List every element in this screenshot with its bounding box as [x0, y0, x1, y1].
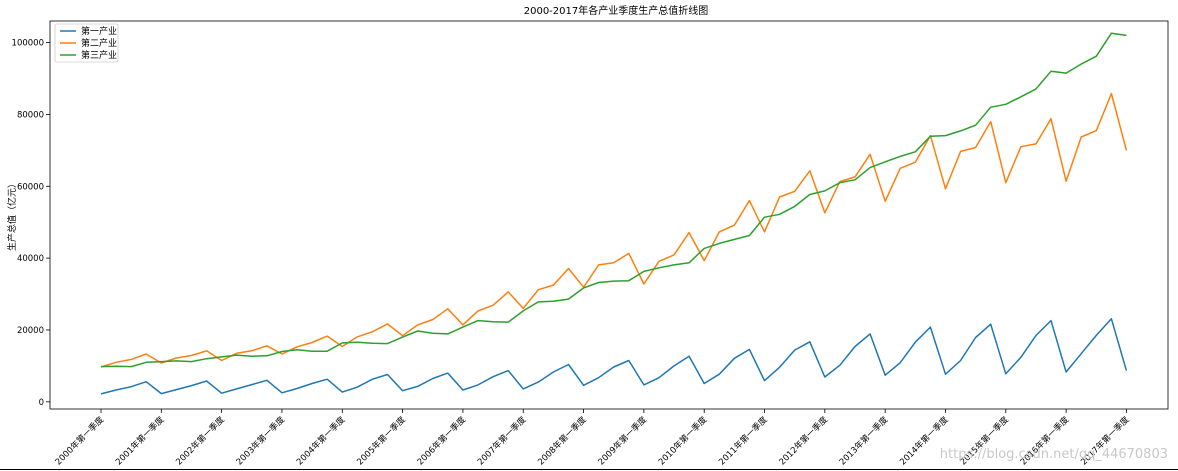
y-tick-label: 60000: [17, 182, 44, 192]
y-tick-label: 20000: [17, 326, 44, 336]
legend-label: 第三产业: [81, 49, 117, 61]
series-line-1: [100, 318, 1128, 395]
y-tick-label: 80000: [17, 110, 44, 120]
y-tick-label: 100000: [12, 39, 44, 49]
legend-label: 第一产业: [81, 25, 117, 37]
legend-label: 第二产业: [81, 37, 117, 49]
series-line-3: [100, 32, 1127, 368]
chart-title: 2000-2017年各产业季度生产总值折线图: [524, 4, 709, 17]
y-axis-label: 生产总值（亿元）: [6, 179, 18, 251]
y-axis: 0 20000 40000 60000 80000 100000: [12, 39, 50, 408]
series-line-2: [100, 92, 1128, 368]
watermark: https://blog.csdn.net/qq_44670803: [940, 447, 1168, 462]
y-tick-label: 40000: [17, 254, 44, 264]
plot-area: [49, 20, 1169, 410]
y-tick-label: 0: [39, 398, 44, 408]
series-layer: [100, 32, 1128, 395]
legend-box: [54, 23, 119, 63]
